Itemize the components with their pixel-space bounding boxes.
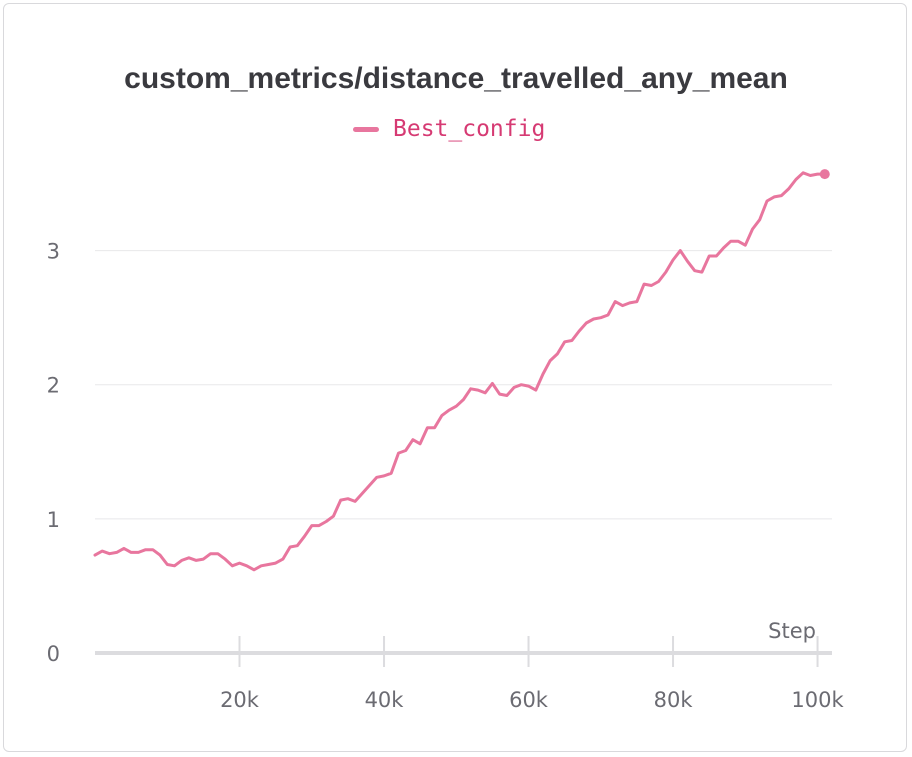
chart-title: custom_metrics/distance_travelled_any_me…	[124, 62, 788, 95]
grid-lines	[95, 250, 832, 520]
axes: 0 1 2 3 20k 40k 60k 80k 100k	[47, 240, 845, 712]
series-line-best-config[interactable]	[93, 171, 827, 572]
y-tick-label: 1	[47, 508, 60, 532]
y-tick-label: 3	[47, 240, 60, 264]
x-axis-label: Step	[768, 619, 816, 643]
x-tick-label: 40k	[365, 688, 405, 712]
legend-swatch-best-config	[353, 126, 379, 132]
x-tick-label: 20k	[220, 688, 260, 712]
y-tick-label: 0	[47, 642, 60, 666]
x-tick-label: 100k	[791, 688, 844, 712]
y-tick-label: 2	[47, 374, 60, 398]
series-layer	[93, 169, 830, 572]
legend[interactable]: Best_config	[353, 112, 545, 146]
legend-label-best-config: Best_config	[393, 116, 546, 142]
x-tick-label: 60k	[509, 688, 549, 712]
x-tick-label: 80k	[654, 688, 694, 712]
chart-panel	[3, 3, 907, 752]
series-endpoint-marker[interactable]	[819, 169, 830, 180]
